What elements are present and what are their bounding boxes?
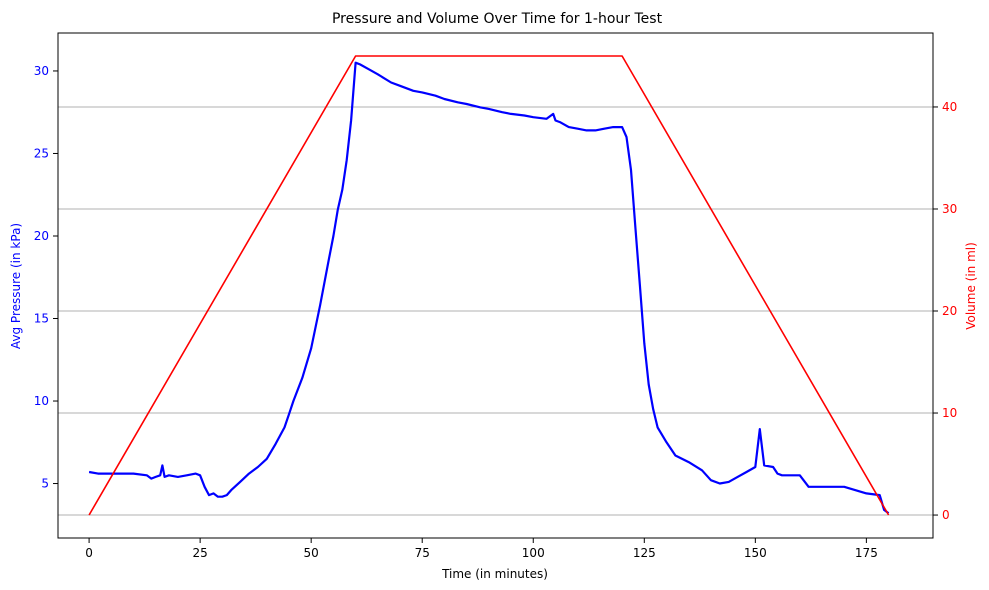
- y-axis-left-label: Avg Pressure (in kPa): [9, 223, 23, 349]
- y-right-tick-label: 10: [942, 406, 957, 420]
- y-right-tick-label: 0: [942, 508, 950, 522]
- x-tick-label: 75: [415, 546, 430, 560]
- pressure-line: [88, 61, 890, 515]
- x-tick-label: 175: [855, 546, 878, 560]
- chart-title: Pressure and Volume Over Time for 1-hour…: [332, 11, 663, 27]
- y-axis-right: 0 10 20 30 40: [933, 100, 957, 522]
- y-right-tick-label: 20: [942, 304, 957, 318]
- x-tick-label: 150: [744, 546, 767, 560]
- y-left-tick-label: 15: [34, 312, 49, 326]
- series-layer: [88, 55, 890, 516]
- y-right-tick-label: 40: [942, 100, 957, 114]
- y-left-tick-label: 5: [41, 477, 49, 491]
- y-left-tick-label: 20: [34, 229, 49, 243]
- y-right-tick-label: 30: [942, 202, 957, 216]
- volume-line: [88, 55, 890, 516]
- plot-frame: [57, 32, 934, 539]
- y-left-tick-label: 25: [34, 146, 49, 160]
- y-axis-right-label: Volume (in ml): [964, 242, 978, 330]
- grid-lines: [58, 106, 933, 516]
- x-tick-label: 100: [522, 546, 545, 560]
- x-axis-label: Time (in minutes): [441, 567, 548, 581]
- x-tick-label: 50: [304, 546, 319, 560]
- y-axis-left: 5 10 15 20 25 30: [34, 64, 58, 491]
- x-tick-label: 0: [85, 546, 93, 560]
- x-tick-label: 25: [192, 546, 207, 560]
- y-left-tick-label: 30: [34, 64, 49, 78]
- x-axis: 0 25 50 75 100 125 150 175: [85, 538, 878, 560]
- y-left-tick-label: 10: [34, 394, 49, 408]
- x-tick-label: 125: [633, 546, 656, 560]
